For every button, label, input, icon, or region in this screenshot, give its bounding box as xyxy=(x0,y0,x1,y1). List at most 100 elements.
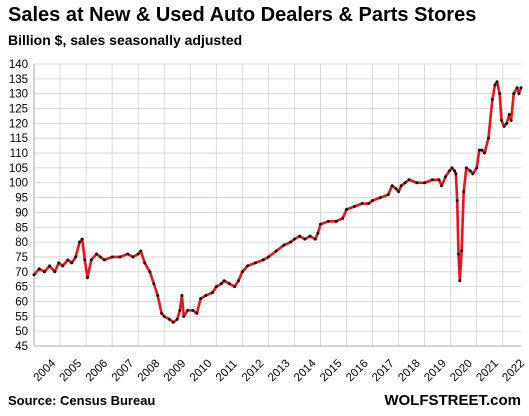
data-point xyxy=(430,178,434,182)
data-point xyxy=(191,308,195,312)
y-tick-label: 105 xyxy=(9,163,28,175)
data-point xyxy=(447,169,451,173)
data-point xyxy=(394,187,398,191)
data-point xyxy=(186,308,190,312)
data-point xyxy=(53,270,57,274)
chart-subtitle: Billion $, sales seasonally adjusted xyxy=(8,32,243,48)
y-tick-label: 85 xyxy=(15,222,28,234)
data-point xyxy=(475,166,479,170)
x-tick-label: 2015 xyxy=(318,358,345,385)
data-point xyxy=(345,207,349,211)
data-point xyxy=(486,136,490,140)
x-tick-label: 2011 xyxy=(214,358,240,384)
data-point xyxy=(136,252,140,256)
data-point xyxy=(152,282,156,286)
y-tick-label: 50 xyxy=(15,326,28,338)
x-tick-label: 2005 xyxy=(58,358,85,385)
data-point xyxy=(519,86,523,90)
data-point xyxy=(399,184,403,188)
data-point xyxy=(386,193,390,197)
data-point xyxy=(171,320,175,324)
data-point xyxy=(360,202,364,206)
data-point xyxy=(471,172,475,176)
data-point xyxy=(515,86,519,90)
data-point xyxy=(98,255,102,259)
data-point xyxy=(102,258,106,262)
x-tick-label: 2017 xyxy=(370,358,397,385)
data-point xyxy=(204,294,208,298)
data-point xyxy=(289,240,293,244)
x-tick-label: 2021 xyxy=(474,358,501,385)
data-point xyxy=(85,276,89,280)
data-point xyxy=(42,270,46,274)
data-point xyxy=(490,98,494,102)
x-tick-label: 2006 xyxy=(84,358,111,385)
data-point xyxy=(178,308,182,312)
data-point xyxy=(131,255,135,259)
data-point xyxy=(460,249,464,253)
data-point xyxy=(462,190,466,194)
data-point xyxy=(450,166,454,170)
data-point xyxy=(512,92,516,96)
data-point xyxy=(454,172,458,176)
data-point xyxy=(507,112,511,116)
data-point xyxy=(378,196,382,200)
y-tick-label: 110 xyxy=(10,148,28,160)
y-tick-label: 80 xyxy=(15,237,28,249)
grid-lines xyxy=(33,63,521,347)
data-point xyxy=(274,249,278,253)
data-point xyxy=(341,216,345,220)
data-point xyxy=(443,175,447,179)
data-point xyxy=(298,234,302,238)
data-point xyxy=(180,294,184,298)
x-tick-label: 2018 xyxy=(396,358,423,385)
x-tick-label: 2020 xyxy=(448,358,475,385)
y-tick-label: 90 xyxy=(15,207,28,219)
data-point xyxy=(126,252,130,256)
data-point xyxy=(48,264,52,268)
data-point xyxy=(148,270,152,274)
data-point xyxy=(175,317,179,321)
data-point xyxy=(246,264,250,268)
x-tick-label: 2008 xyxy=(136,358,163,385)
data-point xyxy=(505,121,509,125)
data-point xyxy=(118,255,122,259)
y-tick-label: 75 xyxy=(15,252,28,264)
data-point xyxy=(480,148,484,152)
data-point xyxy=(66,258,70,262)
data-point xyxy=(303,237,307,241)
data-point xyxy=(195,311,199,315)
data-point xyxy=(110,255,114,259)
data-point xyxy=(266,255,270,259)
data-point xyxy=(214,285,218,289)
y-tick-label: 70 xyxy=(15,267,28,279)
data-point xyxy=(261,258,265,262)
y-tick-label: 120 xyxy=(9,118,28,130)
data-point xyxy=(423,181,427,185)
y-tick-label: 115 xyxy=(10,133,28,145)
x-axis: 2004 2005 2006 2007 2008 2009 2010 2011 2012 2013… xyxy=(32,357,527,384)
y-tick-label: 45 xyxy=(15,341,28,353)
chart-title: Sales at New & Used Auto Dealers & Parts… xyxy=(8,4,477,26)
data-point xyxy=(143,261,147,265)
data-point xyxy=(292,237,296,241)
x-tick-label: 2009 xyxy=(162,358,189,385)
data-point xyxy=(407,178,411,182)
data-point xyxy=(182,314,186,318)
y-tick-label: 130 xyxy=(9,89,28,101)
data-point xyxy=(220,282,224,286)
data-point xyxy=(89,258,93,262)
y-tick-label: 60 xyxy=(15,296,28,308)
x-tick-label: 2012 xyxy=(240,358,267,385)
y-tick-label: 100 xyxy=(9,178,28,190)
data-point xyxy=(316,231,320,235)
data-point xyxy=(468,169,472,173)
data-point xyxy=(210,291,214,295)
data-point xyxy=(318,222,322,226)
data-point xyxy=(37,267,41,271)
x-tick-label: 2004 xyxy=(32,357,59,384)
data-point xyxy=(502,124,506,128)
data-point xyxy=(253,261,257,265)
data-point xyxy=(415,181,419,185)
